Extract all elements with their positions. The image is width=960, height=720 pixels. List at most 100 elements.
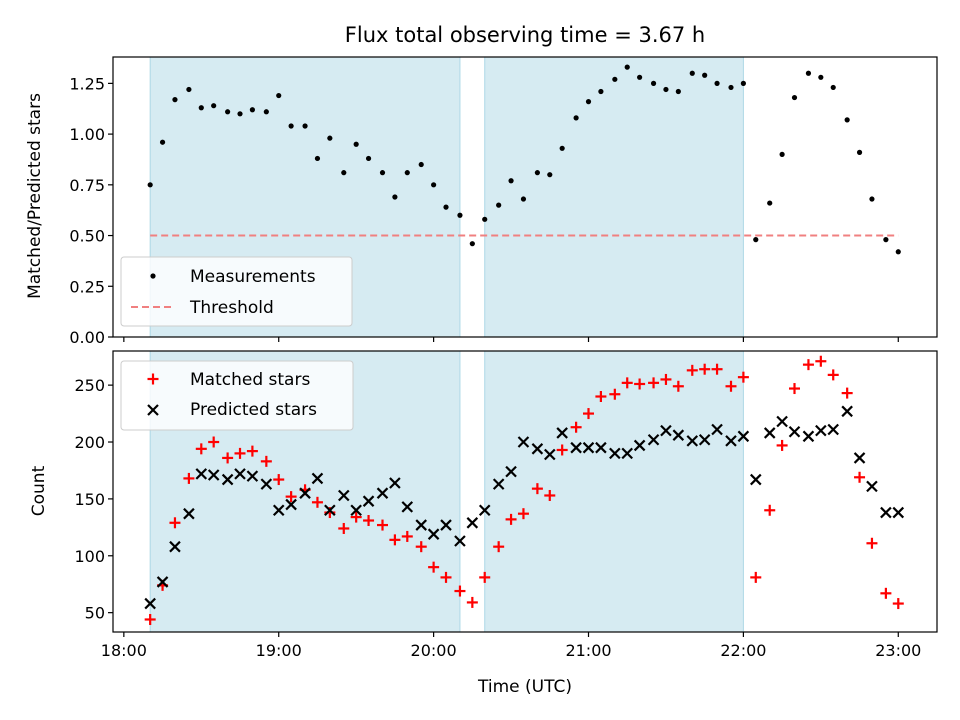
shaded-window-1 <box>484 56 744 338</box>
predicted-point <box>505 465 517 478</box>
matched-point <box>208 436 220 448</box>
matched-point <box>583 408 595 420</box>
measurement-point <box>728 84 734 91</box>
measurement-point <box>573 115 579 121</box>
predicted-point <box>427 528 440 540</box>
measurement-point <box>520 196 527 202</box>
measurement-point <box>779 151 785 157</box>
bottom-legend: Matched stars Predicted stars <box>120 360 354 431</box>
predicted-point <box>389 477 401 489</box>
measurement-point <box>675 88 681 95</box>
predicted-point <box>440 519 452 531</box>
legend-marker-measurements <box>150 273 156 279</box>
matched-point <box>595 391 607 403</box>
predicted-point <box>750 473 762 486</box>
matched-point <box>505 513 517 525</box>
measurement-point <box>805 70 812 76</box>
measurement-point <box>379 170 386 176</box>
measurement-point <box>689 70 695 76</box>
measurement-point <box>276 92 282 99</box>
matched-point <box>338 522 350 534</box>
axes-frame <box>112 350 938 633</box>
predicted-point <box>815 424 827 437</box>
matched-point <box>260 455 272 467</box>
matched-point <box>415 541 427 553</box>
matched-point <box>815 355 827 367</box>
legend-label-matched: Matched stars <box>190 370 310 390</box>
matched-point <box>517 508 529 520</box>
matched-point <box>428 561 440 573</box>
predicted-point <box>866 480 878 493</box>
bottom-panel: 50 100 150 200 250 18:00 19:00 20:00 21:00 22:00 2… <box>74 350 938 660</box>
predicted-point <box>647 433 660 446</box>
matched-point <box>556 444 568 456</box>
chart-title: Flux total observing time = 3.67 h <box>345 23 705 47</box>
predicted-point <box>841 405 853 418</box>
measurement-point <box>637 74 643 80</box>
predicted-point <box>415 519 428 531</box>
predicted-point <box>725 435 737 447</box>
predicted-point <box>621 447 634 460</box>
predicted-point <box>827 423 840 436</box>
top-legend: Measurements Threshold <box>120 256 353 327</box>
measurement-point <box>431 182 437 188</box>
measurement-point <box>443 204 449 210</box>
matched-point <box>750 571 762 583</box>
measurement-point <box>598 88 604 95</box>
predicted-point <box>853 452 866 464</box>
matched-point <box>544 489 556 501</box>
matched-point <box>892 598 904 610</box>
predicted-point <box>324 504 336 517</box>
predicted-point <box>299 487 311 499</box>
predicted-point <box>595 441 607 454</box>
y-tick-label: 0.00 <box>69 328 105 347</box>
matched-point <box>789 383 801 395</box>
top-ylabel: Matched/Predicted stars <box>25 93 45 299</box>
measurement-point <box>341 170 347 176</box>
measurement-point <box>327 135 333 141</box>
measurement-point <box>263 109 269 115</box>
y-tick-label: 1.25 <box>69 74 105 93</box>
y-tick-label: 1.00 <box>69 125 105 144</box>
matched-point <box>854 471 866 483</box>
matched-point <box>377 519 389 531</box>
x-tick-label: 21:00 <box>565 641 611 660</box>
matched-point <box>764 504 776 516</box>
measurement-point <box>392 194 398 200</box>
predicted-point <box>531 443 544 455</box>
measurement-point <box>469 241 475 247</box>
measurement-point <box>856 149 863 155</box>
matched-point <box>531 483 543 495</box>
measurement-point <box>172 97 178 103</box>
predicted-point <box>234 468 246 480</box>
predicted-point <box>686 435 699 447</box>
legend-label-measurements: Measurements <box>190 267 316 287</box>
y-tick-label: 100 <box>74 547 105 566</box>
measurement-point <box>198 105 204 111</box>
predicted-point <box>195 468 208 480</box>
matched-point <box>285 491 297 503</box>
measurement-point <box>237 111 243 117</box>
measurement-point <box>650 80 657 86</box>
matched-point <box>711 363 723 375</box>
matched-point <box>234 447 246 459</box>
measurement-point <box>404 170 410 176</box>
legend-marker-matched <box>147 373 159 385</box>
matched-point <box>440 571 452 583</box>
predicted-point <box>556 427 568 439</box>
measurement-point <box>365 155 372 162</box>
matched-point <box>634 378 646 390</box>
measurement-point <box>559 145 565 151</box>
measurement-point <box>353 141 359 147</box>
measurement-point <box>830 84 836 91</box>
measurement-point <box>612 76 618 82</box>
measurement-point <box>624 64 630 70</box>
measurement-point <box>791 94 798 101</box>
predicted-point <box>698 433 711 446</box>
predicted-point <box>221 473 234 486</box>
measurement-point <box>457 212 463 218</box>
bottom-ylabel: Count <box>29 465 49 516</box>
matched-point <box>609 388 621 400</box>
x-tick-label: 18:00 <box>101 641 147 660</box>
measurement-point <box>844 117 850 123</box>
